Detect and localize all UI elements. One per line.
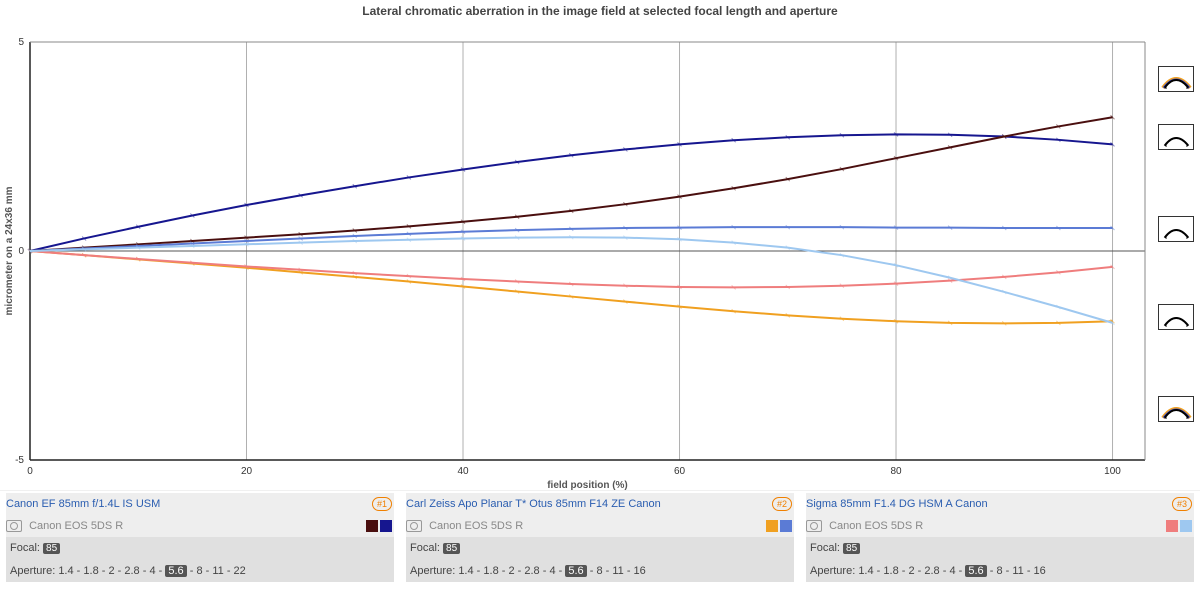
series-swatch [366, 520, 378, 532]
aperture-option[interactable]: 1.4 [858, 565, 873, 577]
svg-text:40: 40 [457, 466, 469, 477]
aperture-option[interactable]: 4 [549, 565, 555, 577]
aperture-option[interactable]: 2 [108, 565, 114, 577]
svg-text:0: 0 [18, 246, 24, 257]
aperture-row: Aperture: 1.4 - 1.8 - 2 - 2.8 - 4 - 5.6 … [406, 560, 794, 582]
camera-body-name[interactable]: Canon EOS 5DS R [829, 520, 923, 532]
aperture-option[interactable]: 8 [596, 565, 602, 577]
aperture-option[interactable]: 16 [1034, 565, 1046, 577]
series-lens2-b [30, 227, 1113, 251]
aperture-label: Aperture: [410, 565, 455, 577]
camera-body-name[interactable]: Canon EOS 5DS R [29, 520, 123, 532]
svg-text:5: 5 [18, 37, 24, 48]
series-swatch [1166, 520, 1178, 532]
series-lens3-a [30, 251, 1113, 287]
focal-row: Focal: 85 [6, 537, 394, 560]
svg-text:field position (%): field position (%) [547, 480, 628, 490]
legend-col-3: Sigma 85mm F1.4 DG HSM A Canon #3 Canon … [800, 490, 1200, 584]
column-badge: #1 [372, 497, 392, 511]
camera-icon [6, 520, 22, 532]
aperture-option[interactable]: 11 [1012, 565, 1023, 577]
aperture-option[interactable]: 1.8 [483, 565, 498, 577]
focal-value[interactable]: 85 [843, 543, 860, 554]
series-lens1-b [30, 117, 1113, 251]
camera-icon [806, 520, 822, 532]
aperture-option[interactable]: 11 [612, 565, 623, 577]
camera-icon [406, 520, 422, 532]
thumb-mono-mid[interactable] [1158, 216, 1194, 242]
focal-label: Focal: [10, 542, 40, 554]
aperture-option[interactable]: 22 [234, 565, 246, 577]
aperture-option-selected[interactable]: 5.6 [565, 565, 586, 577]
aperture-label: Aperture: [10, 565, 55, 577]
aperture-option[interactable]: 2 [908, 565, 914, 577]
focal-label: Focal: [410, 542, 440, 554]
aperture-option[interactable]: 1.8 [883, 565, 898, 577]
aperture-option[interactable]: 2.8 [924, 565, 939, 577]
aperture-option[interactable]: 16 [634, 565, 646, 577]
svg-text:micrometer on a 24x36 mm: micrometer on a 24x36 mm [4, 186, 15, 315]
aperture-option[interactable]: 1.4 [458, 565, 473, 577]
svg-text:20: 20 [241, 466, 253, 477]
series-swatch [766, 520, 778, 532]
column-badge: #2 [772, 497, 792, 511]
thumb-chromatic-bottom[interactable] [1158, 396, 1194, 422]
aperture-option[interactable]: 8 [196, 565, 202, 577]
aperture-label: Aperture: [810, 565, 855, 577]
legend-row: Canon EF 85mm f/1.4L IS USM #1 Canon EOS… [0, 490, 1200, 584]
aperture-option[interactable]: 11 [212, 565, 223, 577]
lens-name-link[interactable]: Sigma 85mm F1.4 DG HSM A Canon [806, 493, 988, 515]
aperture-option[interactable]: 2 [508, 565, 514, 577]
series-lens1-a [30, 134, 1113, 251]
chart-area: 020406080100-505field position (%)microm… [0, 20, 1200, 490]
chart-svg: 020406080100-505field position (%)microm… [0, 20, 1200, 490]
svg-text:0: 0 [27, 466, 33, 477]
chart-title: Lateral chromatic aberration in the imag… [0, 0, 1200, 20]
series-swatch [1180, 520, 1192, 532]
svg-text:80: 80 [890, 466, 902, 477]
svg-text:60: 60 [674, 466, 686, 477]
series-swatch [780, 520, 792, 532]
legend-col-2: Carl Zeiss Apo Planar T* Otus 85mm F14 Z… [400, 490, 800, 584]
camera-body-name[interactable]: Canon EOS 5DS R [429, 520, 523, 532]
aperture-option-selected[interactable]: 5.6 [965, 565, 986, 577]
thumb-mono-lower[interactable] [1158, 304, 1194, 330]
lens-name-link[interactable]: Carl Zeiss Apo Planar T* Otus 85mm F14 Z… [406, 493, 661, 515]
thumb-chromatic-top[interactable] [1158, 66, 1194, 92]
aperture-option[interactable]: 2.8 [124, 565, 139, 577]
aperture-row: Aperture: 1.4 - 1.8 - 2 - 2.8 - 4 - 5.6 … [806, 560, 1194, 582]
aperture-row: Aperture: 1.4 - 1.8 - 2 - 2.8 - 4 - 5.6 … [6, 560, 394, 582]
focal-label: Focal: [810, 542, 840, 554]
focal-row: Focal: 85 [406, 537, 794, 560]
aperture-option[interactable]: 4 [149, 565, 155, 577]
column-badge: #3 [1172, 497, 1192, 511]
svg-text:100: 100 [1104, 466, 1121, 477]
aperture-option[interactable]: 4 [949, 565, 955, 577]
lens-name-link[interactable]: Canon EF 85mm f/1.4L IS USM [6, 493, 160, 515]
focal-row: Focal: 85 [806, 537, 1194, 560]
thumb-mono-upper[interactable] [1158, 124, 1194, 150]
aperture-option[interactable]: 8 [996, 565, 1002, 577]
legend-col-1: Canon EF 85mm f/1.4L IS USM #1 Canon EOS… [0, 490, 400, 584]
svg-text:-5: -5 [15, 455, 24, 466]
aperture-option[interactable]: 2.8 [524, 565, 539, 577]
aperture-option[interactable]: 1.4 [58, 565, 73, 577]
focal-value[interactable]: 85 [443, 543, 460, 554]
focal-value[interactable]: 85 [43, 543, 60, 554]
series-swatch [380, 520, 392, 532]
aperture-option[interactable]: 1.8 [83, 565, 98, 577]
aperture-option-selected[interactable]: 5.6 [165, 565, 186, 577]
